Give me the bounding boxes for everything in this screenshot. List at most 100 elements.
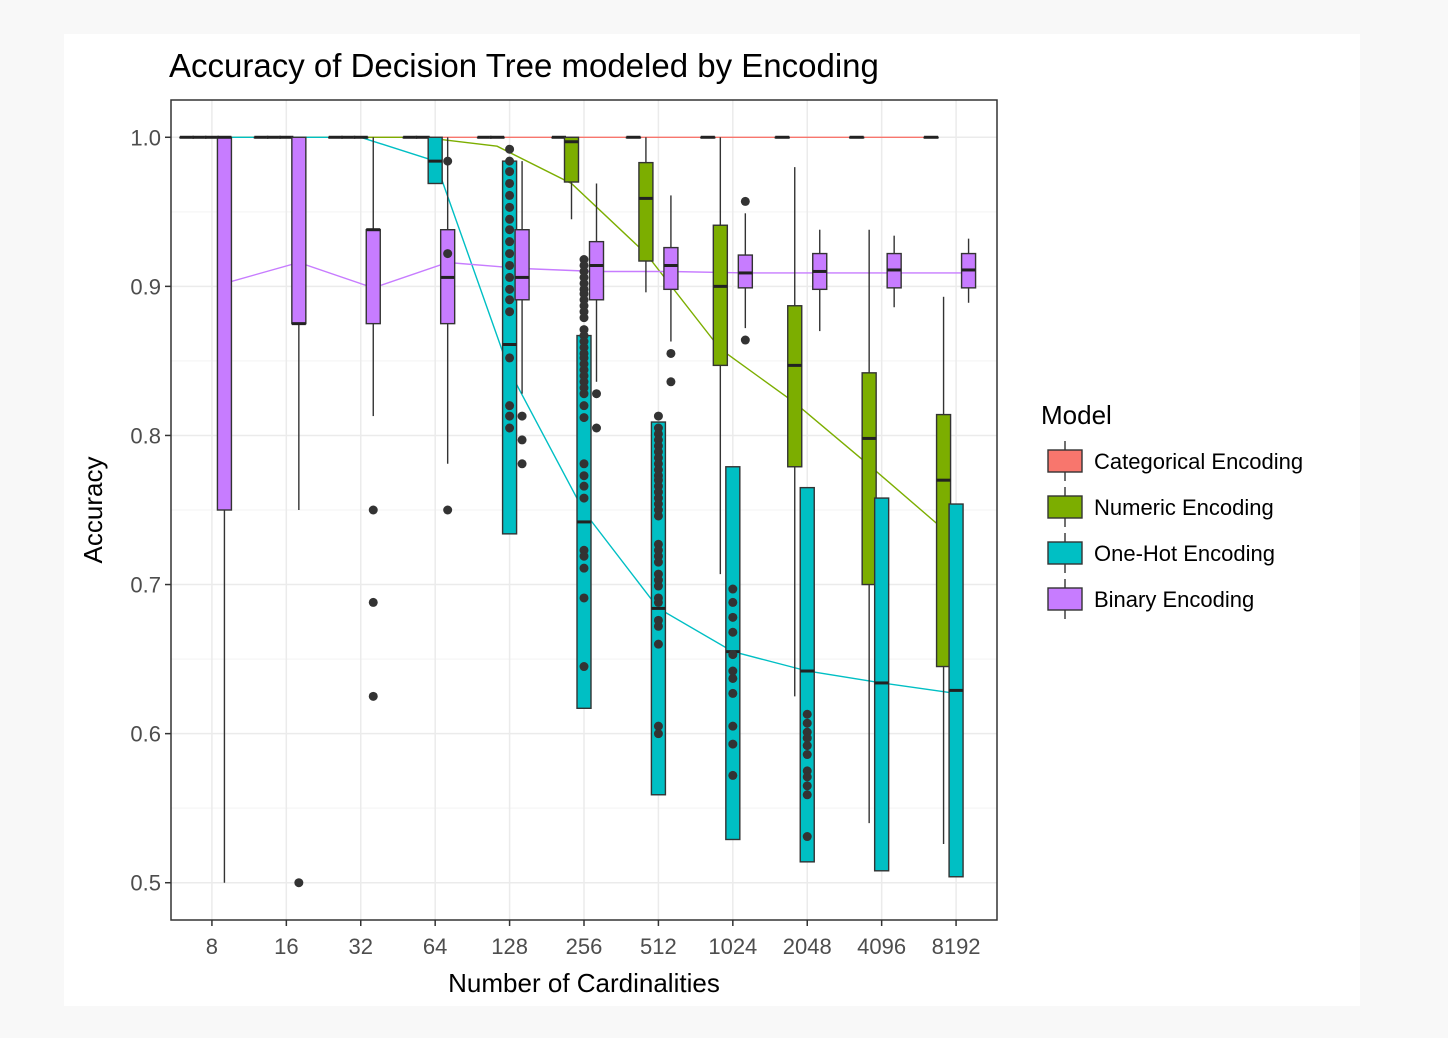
- outlier-point: [505, 202, 515, 212]
- outlier-point: [802, 781, 812, 791]
- outlier-point: [579, 459, 589, 469]
- box-body: [563, 136, 580, 183]
- box-3-16: [291, 136, 307, 888]
- box-1-128: [489, 135, 505, 139]
- chart-title: Accuracy of Decision Tree modeled by Enc…: [169, 47, 879, 84]
- outlier-point: [666, 377, 676, 387]
- box-3-512: [663, 195, 679, 387]
- outlier-point: [517, 435, 527, 445]
- box-3-256: [588, 183, 605, 433]
- x-axis: 8 16 32 64 128 256 512 1024 2048 4096 8192: [206, 920, 981, 959]
- outlier-point: [592, 389, 601, 399]
- outlier-point: [443, 505, 453, 515]
- outlier-point: [368, 597, 378, 607]
- y-tick-label: 0.7: [130, 573, 161, 598]
- x-tick-label: 1024: [708, 934, 757, 959]
- box-2-8192: [948, 503, 964, 878]
- legend-key-box: [1047, 449, 1083, 473]
- outlier-point: [728, 650, 738, 660]
- box-body: [638, 161, 654, 262]
- outlier-point: [802, 733, 812, 743]
- outlier-point: [505, 190, 515, 200]
- outlier-point: [728, 739, 738, 749]
- box-2-512: [650, 411, 667, 796]
- y-tick-label: 1.0: [130, 125, 161, 150]
- outlier-point: [579, 593, 589, 603]
- box-2-128: [501, 144, 518, 535]
- outlier-point: [505, 225, 515, 235]
- outlier-point: [728, 721, 738, 731]
- outlier-point: [653, 597, 663, 607]
- outlier-point: [579, 481, 589, 491]
- box-2-64: [427, 136, 443, 185]
- outlier-point: [505, 156, 515, 166]
- box-2-4096: [873, 497, 890, 872]
- outlier-point: [443, 156, 453, 166]
- box-body: [861, 372, 877, 586]
- outlier-point: [653, 729, 663, 739]
- x-tick-label: 128: [491, 934, 528, 959]
- outlier-point: [505, 144, 515, 154]
- x-tick-label: 4096: [857, 934, 906, 959]
- x-tick-label: 2048: [783, 934, 832, 959]
- outlier-point: [505, 272, 515, 282]
- outlier-point: [728, 584, 738, 594]
- box-body: [216, 136, 233, 511]
- x-tick-label: 256: [566, 934, 603, 959]
- box-body: [799, 486, 815, 863]
- box-2-2048: [799, 486, 815, 863]
- legend-key-box: [1047, 495, 1083, 519]
- outlier-point: [579, 551, 589, 561]
- legend-item-3: Binary Encoding: [1047, 579, 1254, 619]
- legend: Model Categorical Encoding Numeric Encodi…: [1041, 400, 1303, 619]
- outlier-point: [505, 178, 515, 188]
- x-tick-label: 16: [274, 934, 298, 959]
- box-3-32: [365, 137, 381, 701]
- box-2-32: [353, 135, 369, 139]
- outlier-point: [579, 493, 589, 503]
- outlier-point: [728, 666, 738, 676]
- box-2-1024: [725, 466, 741, 841]
- legend-label: Categorical Encoding: [1094, 449, 1303, 474]
- box-body: [663, 246, 679, 291]
- box-body: [365, 229, 381, 325]
- y-tick-label: 0.9: [130, 274, 161, 299]
- outlier-point: [802, 832, 812, 842]
- outlier-point: [653, 621, 663, 631]
- outlier-point: [505, 237, 515, 247]
- box-3-8: [216, 135, 233, 883]
- box-3-2048: [812, 229, 828, 332]
- y-axis-label: Accuracy: [78, 457, 108, 564]
- outlier-point: [505, 260, 515, 270]
- x-tick-label: 64: [423, 934, 447, 959]
- box-0-4096: [848, 135, 865, 139]
- outlier-point: [653, 411, 663, 421]
- outlier-point: [505, 411, 515, 421]
- outlier-point: [653, 557, 663, 567]
- box-3-64: [439, 137, 456, 515]
- outlier-point: [505, 295, 515, 305]
- box-body: [514, 229, 530, 301]
- x-tick-label: 8192: [932, 934, 981, 959]
- outlier-point: [653, 721, 663, 731]
- outlier-point: [728, 770, 738, 780]
- y-axis: 0.5 0.6 0.7 0.8 0.9 1.0: [130, 125, 171, 896]
- legend-title: Model: [1041, 400, 1112, 430]
- y-tick-label: 0.5: [130, 871, 161, 896]
- box-1-256: [563, 136, 580, 220]
- outlier-point: [802, 709, 812, 719]
- outlier-point: [505, 401, 515, 411]
- outlier-point: [728, 597, 738, 607]
- legend-key-box: [1047, 541, 1083, 565]
- legend-label: Numeric Encoding: [1094, 495, 1274, 520]
- outlier-point: [368, 691, 378, 701]
- box-3-1024: [737, 196, 754, 345]
- outlier-point: [294, 878, 304, 888]
- outlier-point: [728, 688, 738, 698]
- legend-item-1: Numeric Encoding: [1047, 487, 1274, 527]
- y-tick-label: 0.8: [130, 423, 161, 448]
- outlier-point: [592, 423, 601, 433]
- box-body: [712, 224, 729, 367]
- outlier-point: [740, 335, 750, 345]
- outlier-point: [505, 423, 515, 433]
